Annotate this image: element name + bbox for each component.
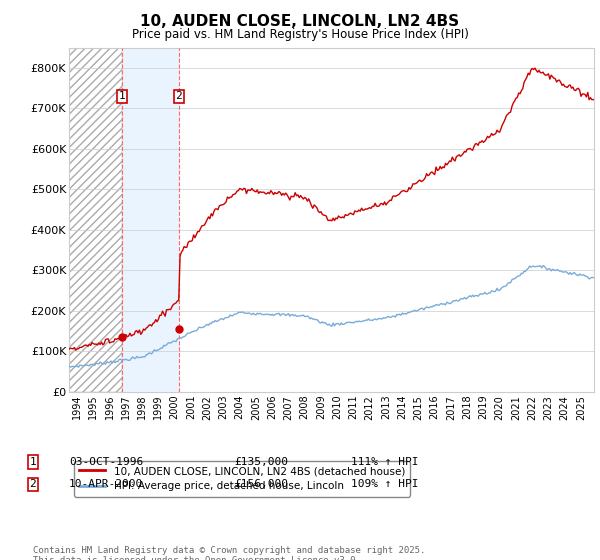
Text: 2: 2 [175,91,182,101]
Text: £135,000: £135,000 [234,457,288,467]
Text: 1: 1 [118,91,125,101]
Text: 109% ↑ HPI: 109% ↑ HPI [351,479,419,489]
Text: 10-APR-2000: 10-APR-2000 [69,479,143,489]
Text: 2: 2 [29,479,37,489]
Text: Price paid vs. HM Land Registry's House Price Index (HPI): Price paid vs. HM Land Registry's House … [131,28,469,41]
Text: 111% ↑ HPI: 111% ↑ HPI [351,457,419,467]
Text: 10, AUDEN CLOSE, LINCOLN, LN2 4BS: 10, AUDEN CLOSE, LINCOLN, LN2 4BS [140,14,460,29]
Legend: 10, AUDEN CLOSE, LINCOLN, LN2 4BS (detached house), HPI: Average price, detached: 10, AUDEN CLOSE, LINCOLN, LN2 4BS (detac… [74,461,410,497]
Bar [122,48,179,392]
Bar [69,48,122,392]
Text: 1: 1 [29,457,37,467]
Bar [69,48,122,392]
Text: Contains HM Land Registry data © Crown copyright and database right 2025.
This d: Contains HM Land Registry data © Crown c… [33,546,425,560]
Text: £156,000: £156,000 [234,479,288,489]
Text: 03-OCT-1996: 03-OCT-1996 [69,457,143,467]
